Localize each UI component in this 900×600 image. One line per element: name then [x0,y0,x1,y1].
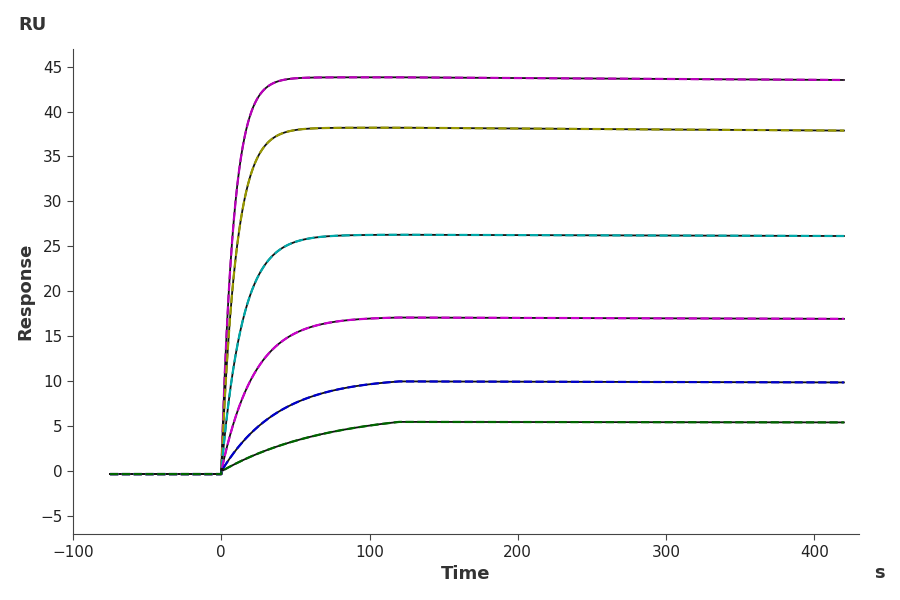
Text: RU: RU [18,16,46,34]
Y-axis label: Response: Response [17,243,35,340]
Text: s: s [875,563,885,581]
X-axis label: Time: Time [441,565,491,583]
